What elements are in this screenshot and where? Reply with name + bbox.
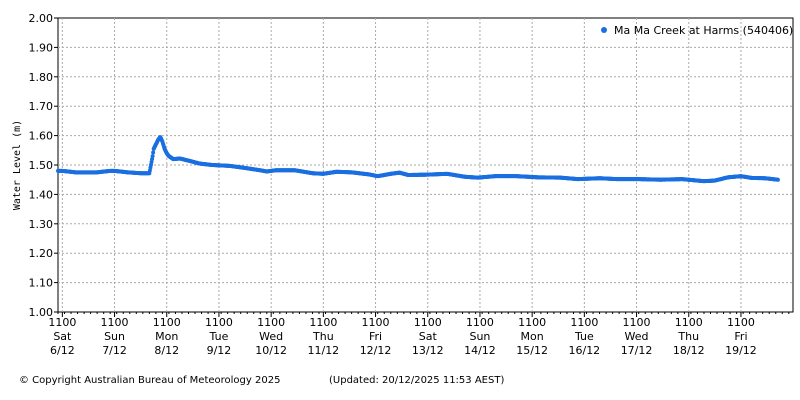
x-tick-label: 1100 (153, 316, 181, 329)
x-tick-label: Sat (53, 330, 72, 343)
x-tick-label: Fri (734, 330, 747, 343)
x-tick-label: Wed (625, 330, 649, 343)
x-axis: 1100Sat6/121100Sun7/121100Mon8/121100Tue… (48, 312, 790, 357)
x-tick-label: Sat (419, 330, 438, 343)
x-tick-label: Tue (574, 330, 594, 343)
x-tick-label: 1100 (48, 316, 76, 329)
x-tick-label: 1100 (309, 316, 337, 329)
x-tick-label: 1100 (101, 316, 129, 329)
y-tick-label: 1.30 (29, 218, 54, 231)
x-tick-label: Thu (312, 330, 334, 343)
x-tick-label: 1100 (414, 316, 442, 329)
x-tick-label: Thu (677, 330, 699, 343)
y-tick-label: 1.80 (29, 71, 54, 84)
x-tick-label: Wed (259, 330, 283, 343)
y-tick-label: 1.20 (29, 247, 54, 260)
x-tick-label: 15/12 (516, 344, 548, 357)
updated-text: (Updated: 20/12/2025 11:53 AEST) (329, 375, 505, 386)
x-tick-label: 1100 (623, 316, 651, 329)
y-tick-label: 2.00 (29, 12, 54, 25)
x-tick-label: 12/12 (360, 344, 392, 357)
x-tick-label: 1100 (518, 316, 546, 329)
x-tick-label: 1100 (570, 316, 598, 329)
x-tick-label: Sun (104, 330, 125, 343)
x-tick-label: 7/12 (102, 344, 127, 357)
x-tick-label: 6/12 (50, 344, 75, 357)
x-tick-label: 1100 (205, 316, 233, 329)
x-tick-label: 1100 (466, 316, 494, 329)
legend-label: Ma Ma Creek at Harms (540406) (614, 24, 793, 37)
x-tick-label: 11/12 (307, 344, 339, 357)
x-tick-label: Fri (369, 330, 382, 343)
x-tick-label: 1100 (727, 316, 755, 329)
x-tick-label: 1100 (675, 316, 703, 329)
x-tick-label: 14/12 (464, 344, 496, 357)
y-tick-label: 1.50 (29, 159, 54, 172)
copyright-text: © Copyright Australian Bureau of Meteoro… (19, 375, 281, 386)
x-tick-label: Mon (155, 330, 178, 343)
x-tick-label: 9/12 (207, 344, 232, 357)
x-tick-label: 18/12 (673, 344, 705, 357)
y-tick-label: 1.10 (29, 277, 54, 290)
data-point (151, 150, 156, 155)
x-tick-label: Sun (469, 330, 490, 343)
x-tick-label: 1100 (362, 316, 390, 329)
y-tick-label: 1.00 (29, 306, 54, 319)
y-tick-label: 1.40 (29, 188, 54, 201)
x-tick-label: Tue (209, 330, 229, 343)
x-tick-label: 8/12 (154, 344, 179, 357)
legend: Ma Ma Creek at Harms (540406) (601, 24, 793, 37)
data-points (56, 135, 780, 184)
y-tick-label: 1.60 (29, 130, 54, 143)
legend-marker (601, 27, 607, 33)
y-axis-label: Water Level (m) (12, 120, 23, 210)
grid-lines (58, 18, 793, 312)
x-tick-label: Mon (521, 330, 544, 343)
x-tick-label: 1100 (257, 316, 285, 329)
data-point (150, 154, 155, 159)
x-tick-label: 16/12 (568, 344, 600, 357)
x-tick-label: 17/12 (621, 344, 653, 357)
data-point (775, 177, 780, 182)
x-tick-label: 10/12 (255, 344, 287, 357)
y-tick-label: 1.90 (29, 41, 54, 54)
y-tick-label: 1.70 (29, 100, 54, 113)
x-tick-label: 13/12 (412, 344, 444, 357)
y-axis: 2.00 1.90 1.80 1.70 1.60 1.50 1.40 1.30 1.20 1.10… (29, 12, 58, 319)
x-tick-label: 19/12 (725, 344, 757, 357)
